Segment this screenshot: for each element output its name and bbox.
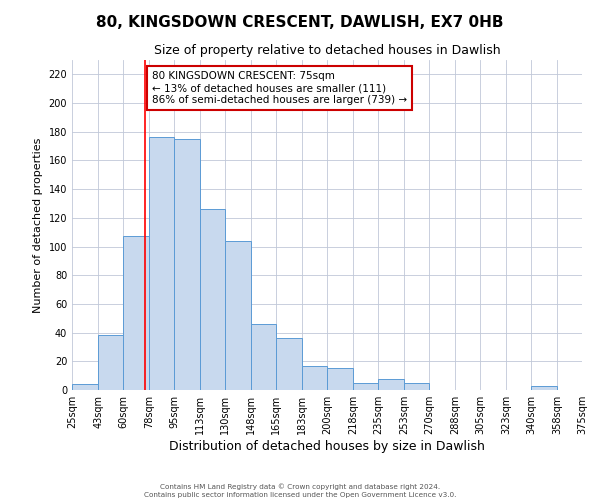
Text: 80, KINGSDOWN CRESCENT, DAWLISH, EX7 0HB: 80, KINGSDOWN CRESCENT, DAWLISH, EX7 0HB	[96, 15, 504, 30]
Bar	[225, 241, 251, 390]
Bar	[98, 336, 123, 390]
Bar	[72, 384, 98, 390]
Bar	[251, 324, 276, 390]
Y-axis label: Number of detached properties: Number of detached properties	[33, 138, 43, 312]
Bar	[123, 236, 149, 390]
Bar	[327, 368, 353, 390]
Text: Contains HM Land Registry data © Crown copyright and database right 2024.
Contai: Contains HM Land Registry data © Crown c…	[144, 484, 456, 498]
Title: Size of property relative to detached houses in Dawlish: Size of property relative to detached ho…	[154, 44, 500, 58]
Bar	[174, 139, 200, 390]
Bar	[302, 366, 327, 390]
Text: 80 KINGSDOWN CRESCENT: 75sqm
← 13% of detached houses are smaller (111)
86% of s: 80 KINGSDOWN CRESCENT: 75sqm ← 13% of de…	[152, 72, 407, 104]
Bar	[200, 209, 225, 390]
Bar	[531, 386, 557, 390]
Bar	[378, 378, 404, 390]
Bar	[353, 383, 378, 390]
Bar	[404, 383, 429, 390]
X-axis label: Distribution of detached houses by size in Dawlish: Distribution of detached houses by size …	[169, 440, 485, 453]
Bar	[276, 338, 302, 390]
Bar	[149, 138, 174, 390]
